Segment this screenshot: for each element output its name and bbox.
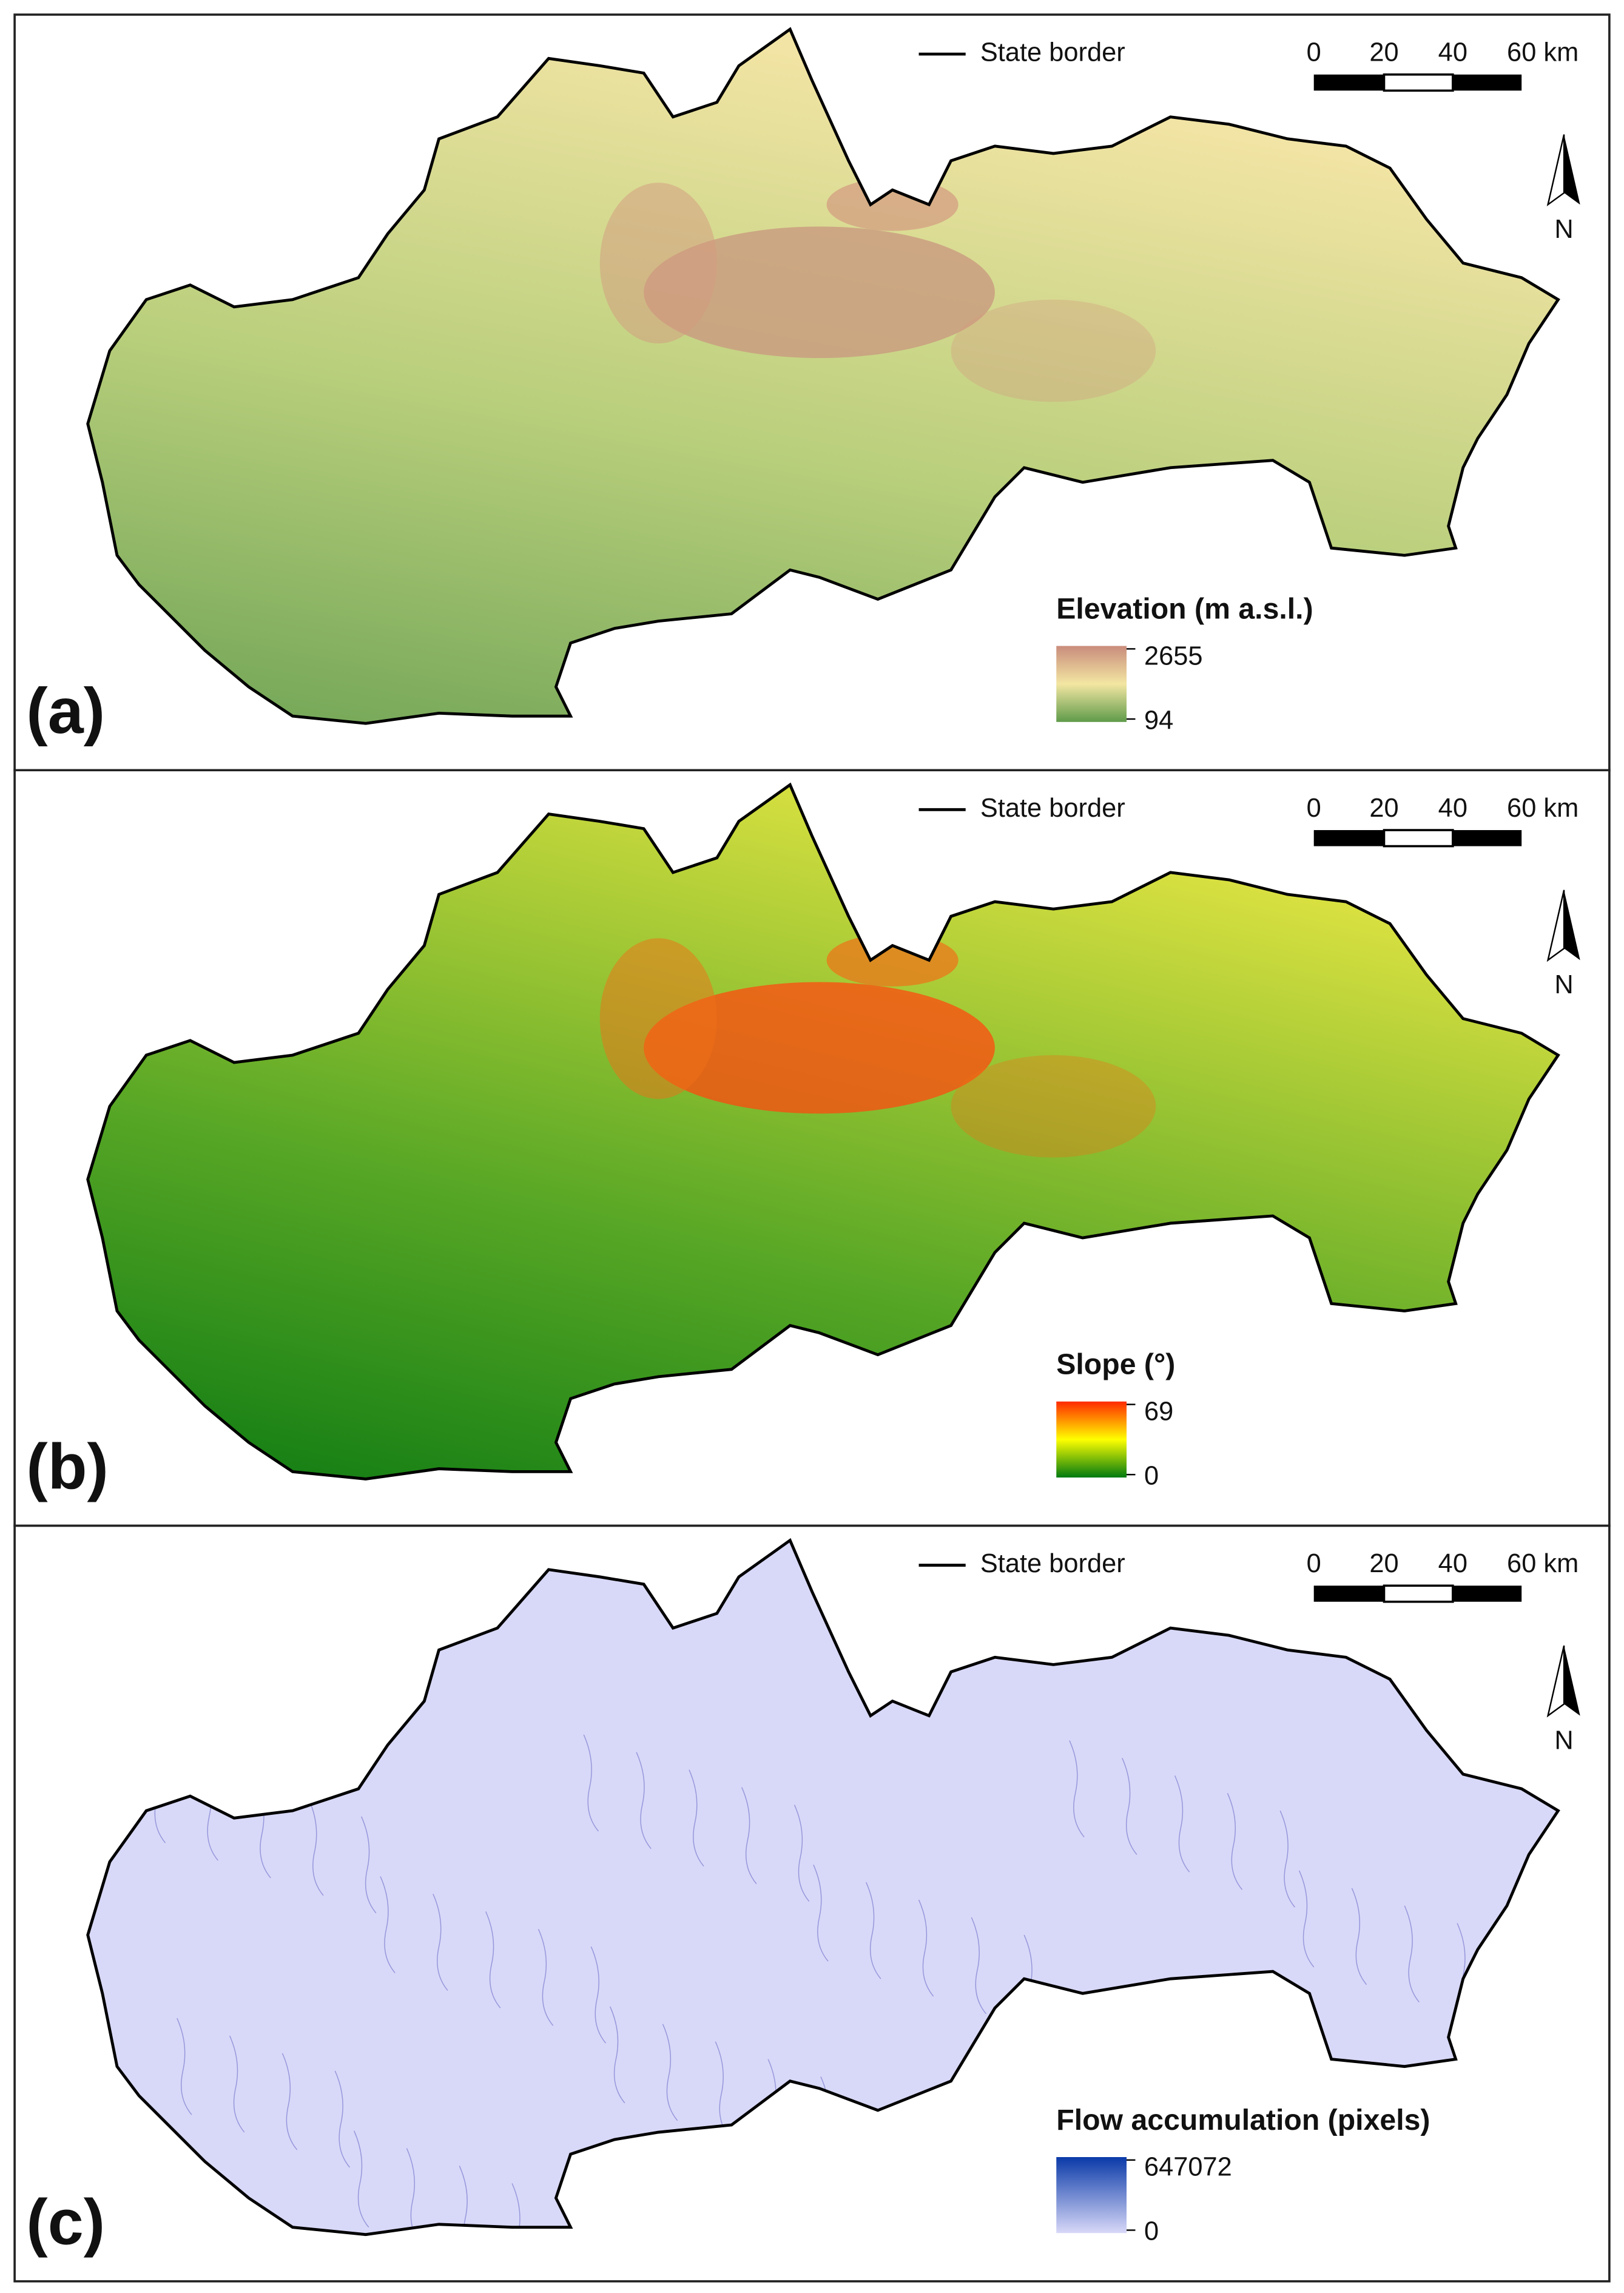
legend-ramp <box>1056 1401 1127 1478</box>
scale-seg <box>1383 73 1454 92</box>
stream <box>590 1946 607 2044</box>
north-label: N <box>1554 215 1573 244</box>
highland <box>644 982 995 1114</box>
scale-seg <box>1452 74 1522 91</box>
scale-label: 20 <box>1369 794 1398 823</box>
north-label: N <box>1554 970 1573 999</box>
stream <box>459 2166 474 2235</box>
highland <box>599 183 717 344</box>
stream <box>433 1894 448 1991</box>
stream <box>1227 1792 1243 1890</box>
highland <box>951 1055 1156 1158</box>
stream <box>1279 1810 1295 1908</box>
legend-min: 94 <box>1144 706 1173 735</box>
panels: (a) State border 0 20 40 60 km N Elevation (m a… <box>13 13 1611 2283</box>
stream <box>636 1752 652 1849</box>
legend-max: 647072 <box>1144 2153 1232 2182</box>
panel-label: (a) <box>26 675 105 747</box>
stream <box>1122 1758 1137 1855</box>
stream <box>177 2018 192 2115</box>
stream <box>1298 1870 1315 1968</box>
border-key-label: State border <box>980 1549 1125 1578</box>
stream <box>1069 1740 1085 1837</box>
stream <box>583 1734 599 1832</box>
panel: (c) State border 0 20 40 60 km N Flow accumulat… <box>13 1524 1611 2283</box>
north-label: N <box>1554 1726 1573 1755</box>
scale-seg <box>1383 829 1454 848</box>
scale-label: 20 <box>1369 38 1398 67</box>
scale-label: 0 <box>1307 794 1321 823</box>
scale-label: 60 km <box>1507 1549 1579 1578</box>
stream <box>380 1876 396 1973</box>
legend-title: Elevation (m a.s.l.) <box>1056 593 1313 626</box>
legend-max: 69 <box>1144 1397 1173 1427</box>
stream <box>281 2053 298 2150</box>
scale-seg <box>1313 74 1384 91</box>
scale-seg <box>1452 830 1522 846</box>
scale-label: 40 <box>1438 794 1467 823</box>
stream <box>485 1911 501 2008</box>
border-key-label: State border <box>980 38 1125 67</box>
stream <box>1404 1905 1420 2003</box>
map <box>88 29 1558 723</box>
legend-title: Flow accumulation (pixels) <box>1056 2104 1430 2136</box>
stream <box>741 1787 757 1885</box>
stream <box>866 1882 881 1979</box>
legend-min: 0 <box>1144 2217 1159 2246</box>
highland <box>599 938 717 1099</box>
border-key-label: State border <box>980 794 1125 823</box>
legend-max: 2655 <box>1144 641 1203 670</box>
stream <box>793 1805 810 1902</box>
stream <box>813 1865 829 1962</box>
stream <box>662 2024 678 2121</box>
stream <box>334 2070 350 2168</box>
terrain <box>599 178 1156 402</box>
stream <box>308 1798 324 1896</box>
stream <box>971 1917 987 2014</box>
panel-label: (b) <box>26 1431 108 1502</box>
highland <box>644 226 995 359</box>
scale-label: 60 km <box>1507 38 1579 67</box>
legend-ramp <box>1056 2157 1127 2234</box>
stream <box>918 1899 934 1997</box>
highland <box>951 299 1156 402</box>
scale-label: 40 <box>1438 38 1467 67</box>
scale-seg <box>1313 830 1384 846</box>
scale-seg <box>1452 1586 1522 1602</box>
stream <box>353 2130 369 2228</box>
stream <box>610 2006 625 2104</box>
legend-title: Slope (°) <box>1056 1348 1175 1381</box>
stream <box>511 2183 527 2235</box>
stream <box>1351 1888 1367 1985</box>
scale-label: 20 <box>1369 1549 1398 1578</box>
scale-seg <box>1383 1584 1454 1603</box>
panel-label: (c) <box>26 2187 105 2258</box>
scale-label: 40 <box>1438 1549 1467 1578</box>
scale-label: 60 km <box>1507 794 1579 823</box>
north-arrow <box>1564 1646 1580 1716</box>
stream <box>689 1769 704 1867</box>
panel: (b) State border 0 20 40 60 km N Slope (°) 69 0 <box>13 769 1611 1527</box>
stream <box>361 1816 377 1914</box>
scale-label: 0 <box>1307 1549 1321 1578</box>
legend-min: 0 <box>1144 1462 1159 1491</box>
stream <box>1174 1775 1190 1873</box>
stream <box>537 1928 554 2026</box>
panel: (a) State border 0 20 40 60 km N Elevation (m a… <box>13 13 1611 772</box>
stream <box>229 2035 245 2133</box>
scale-seg <box>1313 1586 1384 1602</box>
legend-ramp <box>1056 646 1127 722</box>
scale-label: 0 <box>1307 38 1321 67</box>
